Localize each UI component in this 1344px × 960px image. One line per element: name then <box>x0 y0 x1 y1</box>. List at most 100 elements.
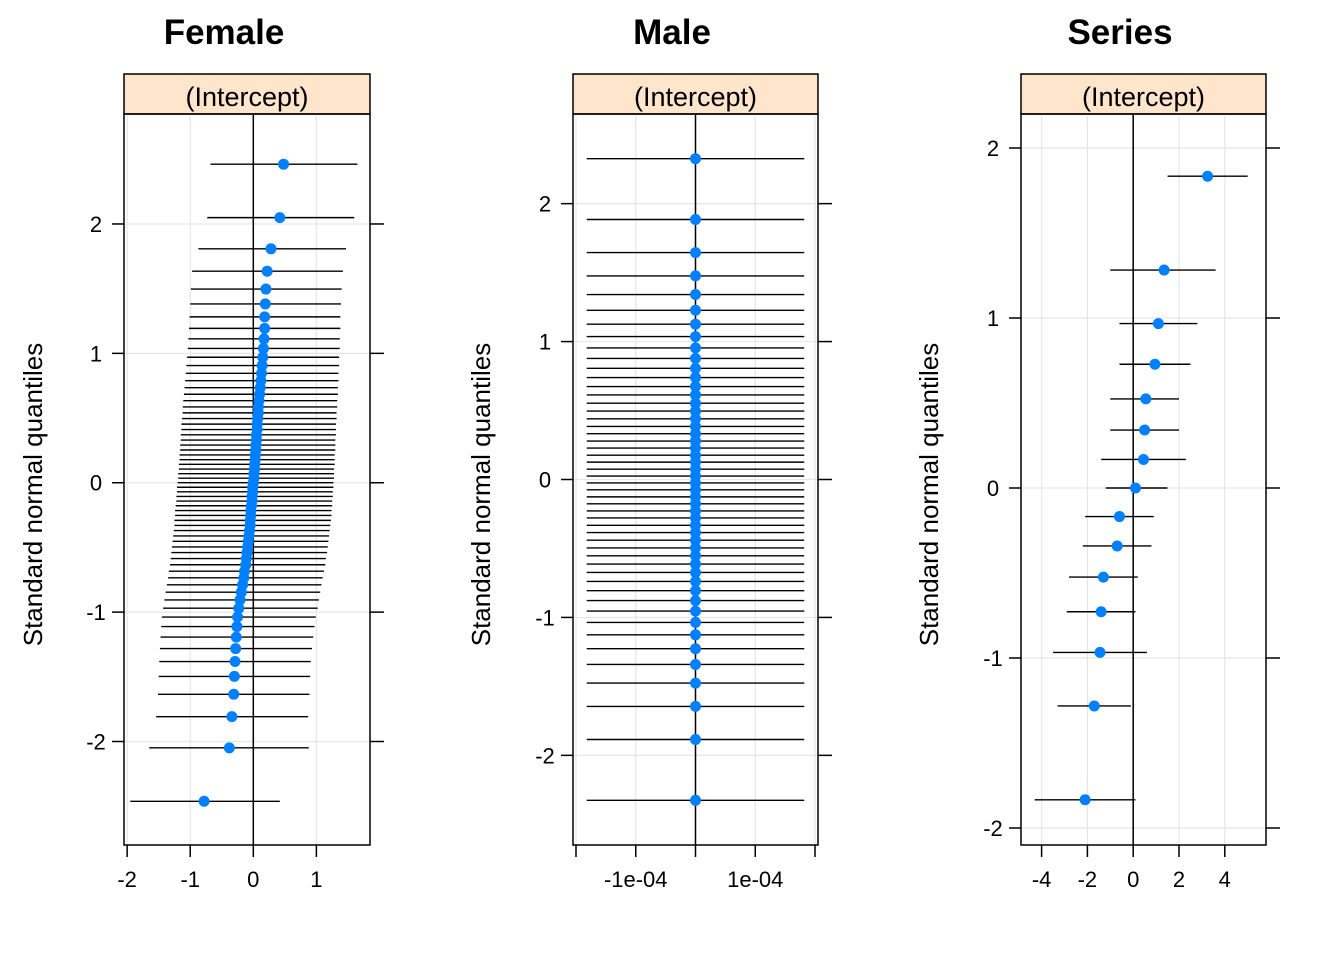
data-point <box>257 342 269 354</box>
data-point <box>690 595 701 607</box>
data-point <box>1094 646 1106 658</box>
panel-title: Series <box>1067 13 1172 52</box>
data-point <box>258 333 270 345</box>
x-tick-label: 1e-04 <box>727 867 783 892</box>
y-tick-label: -1 <box>535 605 555 630</box>
y-axis-label: Standard normal quantiles <box>18 343 48 647</box>
data-point <box>690 643 701 655</box>
data-point <box>690 616 701 628</box>
panel-series: Series (Intercept) -4 -2 0 2 4 -2 -1 0 1 2 Standard … <box>914 13 1280 892</box>
x-tick-label: 1 <box>310 867 322 892</box>
strip <box>123 73 371 115</box>
data-point <box>278 158 290 170</box>
data-point <box>259 311 271 323</box>
data-point <box>690 304 701 316</box>
data-point <box>690 318 701 330</box>
data-point <box>690 362 701 374</box>
x-tick-label: -4 <box>1032 867 1052 892</box>
y-axis-label: Standard normal quantiles <box>466 343 496 647</box>
data-point <box>690 405 701 417</box>
data-point <box>1095 606 1107 618</box>
data-point <box>690 381 701 393</box>
x-tick-label: -2 <box>1078 867 1098 892</box>
y-tick-label: 1 <box>987 306 999 331</box>
panel-male: Male (Intercept) -1e-04 1e-04 -2 -1 0 1 2 Standar… <box>466 13 832 892</box>
data-point <box>1140 393 1152 405</box>
panel-title: Female <box>164 13 285 52</box>
y-tick-label: -2 <box>86 730 106 755</box>
panel-female: Female (Intercept) -2 -1 0 1 -2 -1 0 1 2 Standard n… <box>18 13 384 892</box>
y-tick-label: 1 <box>90 341 102 366</box>
data-point <box>690 629 701 641</box>
data-point <box>690 331 701 343</box>
data-point <box>690 566 701 578</box>
data-point <box>1139 424 1151 436</box>
data-point <box>690 585 701 597</box>
data-point <box>690 289 701 301</box>
x-tick-label: 2 <box>1173 867 1185 892</box>
y-tick-label: -2 <box>535 743 555 768</box>
strip-label: (Intercept) <box>634 82 757 112</box>
y-tick-label: 2 <box>987 136 999 161</box>
data-point <box>1111 540 1123 552</box>
data-point <box>690 389 701 401</box>
data-point <box>231 621 243 633</box>
y-tick-label: -1 <box>983 646 1003 671</box>
data-point <box>690 534 701 546</box>
data-point <box>228 670 240 682</box>
x-tick-label: -1 <box>180 867 200 892</box>
data-point <box>690 542 701 554</box>
y-tick-label: -2 <box>983 816 1003 841</box>
data-point <box>690 550 701 562</box>
x-tick-label: -1e-04 <box>604 867 668 892</box>
data-point <box>690 413 701 425</box>
data-point <box>690 700 701 712</box>
y-tick-label: 2 <box>90 212 102 237</box>
data-point <box>690 658 701 670</box>
data-point <box>690 605 701 617</box>
data-point <box>261 265 273 277</box>
y-tick-label: 1 <box>539 330 551 355</box>
x-tick-label: 0 <box>1127 867 1139 892</box>
data-point <box>1158 264 1170 276</box>
data-point <box>265 243 277 255</box>
data-point <box>1149 358 1161 370</box>
data-point <box>229 656 241 668</box>
data-point <box>690 527 701 539</box>
data-point <box>198 795 210 807</box>
data-point <box>228 688 240 700</box>
data-point <box>1113 511 1125 523</box>
data-point <box>690 352 701 364</box>
data-point <box>1138 453 1149 465</box>
strip-label: (Intercept) <box>1082 82 1205 112</box>
data-point <box>230 631 242 643</box>
data-point <box>690 372 701 384</box>
data-point <box>1152 318 1164 330</box>
data-point <box>1097 571 1109 583</box>
data-point <box>1129 482 1141 494</box>
y-tick-label: 0 <box>987 476 999 501</box>
data-point <box>690 558 701 570</box>
data-point <box>257 351 269 363</box>
data-point <box>1088 700 1100 712</box>
x-tick-label: 4 <box>1219 867 1231 892</box>
panel-border <box>123 113 371 846</box>
data-point <box>690 247 701 259</box>
data-point <box>690 794 701 806</box>
data-point <box>223 742 235 754</box>
data-point <box>230 643 242 655</box>
panel-border <box>1020 113 1267 846</box>
x-tick-label: -2 <box>117 867 137 892</box>
y-axis-label: Standard normal quantiles <box>914 343 944 647</box>
data-point <box>690 677 701 689</box>
data-point <box>1079 794 1091 806</box>
data-point <box>274 212 286 224</box>
data-point <box>234 594 246 606</box>
data-point <box>690 575 701 587</box>
data-point <box>232 611 244 623</box>
data-point <box>259 298 271 310</box>
data-point <box>233 602 245 614</box>
data-point <box>690 733 701 745</box>
strip-label: (Intercept) <box>185 82 308 112</box>
